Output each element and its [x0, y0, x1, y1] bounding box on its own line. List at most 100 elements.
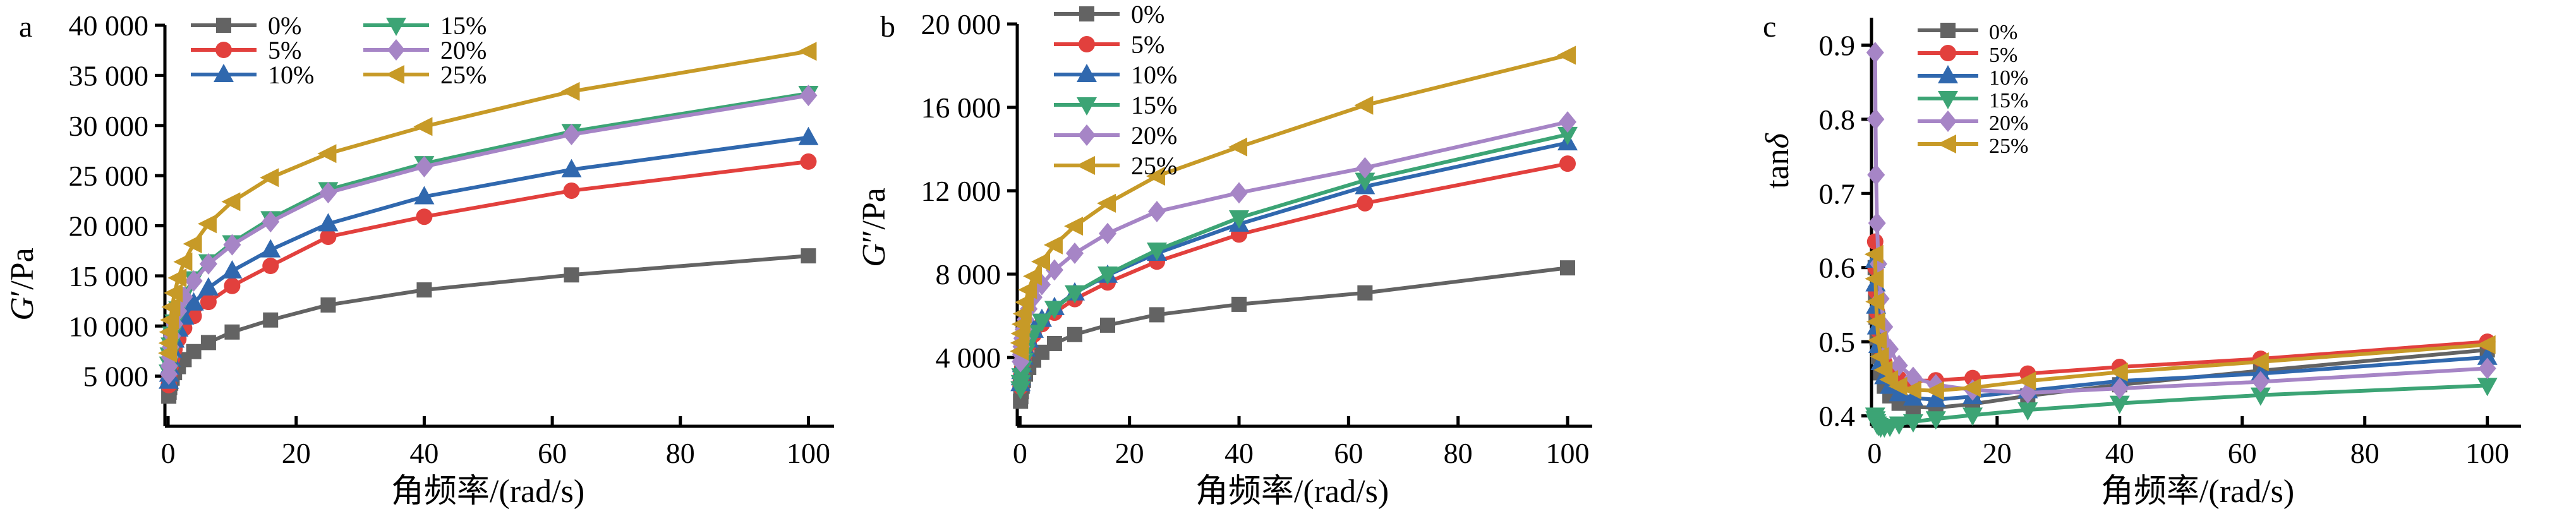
series-a-25%: [158, 42, 817, 363]
x-tick-label: 100: [1546, 437, 1590, 469]
marker-triangle-left: [413, 117, 433, 136]
marker-diamond: [199, 253, 217, 275]
marker-triangle-left: [2249, 352, 2269, 371]
marker-triangle-down: [2109, 395, 2130, 414]
legend-item-c-15%: 15%: [1918, 89, 2028, 112]
y-tick-label: 20 000: [69, 210, 149, 243]
legend-item-a-20%: 20%: [363, 36, 487, 64]
legend-item-c-20%: 20%: [1918, 111, 2028, 135]
legend-label: 25%: [1131, 152, 1177, 180]
marker-triangle-left: [1864, 244, 1884, 264]
marker-triangle-left: [1888, 376, 1908, 396]
legend-label: 25%: [1989, 135, 2028, 158]
legend-label: 20%: [440, 36, 487, 64]
marker-circle: [224, 277, 241, 294]
legend-label: 5%: [268, 36, 301, 64]
marker-triangle-down: [1962, 407, 1983, 426]
x-tick-label: 60: [2228, 437, 2257, 469]
marker-square: [1149, 307, 1164, 323]
marker-triangle-up: [798, 126, 819, 145]
legend-b: 0%5%10%15%20%25%: [1054, 0, 1177, 180]
marker-square: [1231, 296, 1247, 312]
marker-triangle-left: [1031, 252, 1050, 272]
legend-label: 10%: [1989, 66, 2028, 90]
x-tick-label: 60: [538, 437, 567, 469]
x-tick-label: 40: [409, 437, 438, 469]
marker-triangle-left: [1018, 280, 1037, 299]
y-tick-label: 25 000: [69, 160, 149, 192]
marker-triangle-up: [1938, 65, 1958, 83]
marker-square: [1100, 317, 1115, 333]
marker-square: [320, 297, 336, 313]
marker-triangle-left: [1012, 304, 1032, 323]
marker-circle: [1940, 45, 1956, 61]
legend-item-a-0%: 0%: [191, 11, 301, 40]
y-tick-label: 0.7: [1819, 177, 1856, 210]
marker-square: [263, 312, 279, 328]
marker-triangle-left: [1870, 347, 1889, 366]
marker-diamond: [319, 182, 337, 204]
legend-label: 15%: [440, 11, 487, 40]
marker-triangle-up: [2477, 346, 2498, 365]
panel-letter-b: b: [880, 10, 895, 44]
marker-triangle-up: [1925, 388, 1946, 407]
marker-diamond: [1866, 108, 1885, 130]
marker-diamond: [387, 39, 405, 61]
marker-square: [416, 282, 432, 298]
marker-triangle-up: [222, 260, 243, 278]
y-tick-label: 10 000: [69, 310, 149, 342]
marker-triangle-down: [1032, 313, 1052, 332]
legend-label: 20%: [1989, 112, 2028, 135]
legend-label: 5%: [1131, 30, 1164, 59]
marker-triangle-down: [386, 18, 406, 36]
legend-item-c-10%: 10%: [1918, 65, 2028, 90]
marker-diamond: [1890, 354, 1908, 376]
y-tick-label: 0.6: [1819, 252, 1856, 284]
x-tick-label: 0: [161, 437, 176, 469]
marker-diamond: [1066, 243, 1084, 265]
x-tick-label: 60: [1334, 437, 1363, 469]
y-tick-label: 8 000: [936, 258, 1001, 290]
y-tick-label: 20 000: [921, 8, 1001, 40]
marker-triangle-up: [1902, 387, 1923, 406]
tick-labels-c: 0 20 40 60 80 100 0.4 0.5 0.6 0.7 0.8 0.9: [1819, 29, 2510, 469]
marker-circle: [320, 228, 337, 245]
marker-diamond: [1868, 212, 1886, 234]
marker-triangle-down: [1355, 172, 1376, 191]
marker-triangle-left: [1023, 266, 1042, 286]
panel-letter-c: c: [1763, 10, 1776, 44]
marker-diamond: [2478, 357, 2496, 380]
marker-circle: [1357, 195, 1374, 212]
marker-triangle-left: [1354, 95, 1374, 115]
legend-item-b-10%: 10%: [1054, 61, 1177, 89]
marker-triangle-up: [214, 64, 234, 82]
x-axis-label-b: 角频率/(rad/s): [1195, 474, 1389, 510]
legend-label: 10%: [268, 61, 314, 89]
marker-square: [564, 267, 579, 283]
marker-square: [216, 18, 231, 33]
legend-item-c-5%: 5%: [1918, 44, 2017, 67]
legend-label: 25%: [440, 61, 487, 89]
marker-triangle-left: [164, 283, 183, 302]
marker-triangle-down: [1229, 210, 1249, 229]
marker-triangle-down: [1077, 97, 1097, 116]
x-tick-label: 100: [787, 437, 830, 469]
legend-item-a-10%: 10%: [191, 61, 314, 89]
legend-item-c-0%: 0%: [1918, 21, 2017, 44]
series-a-5%: [160, 153, 817, 393]
marker-triangle-down: [1938, 91, 1958, 109]
marker-circle: [1559, 155, 1576, 172]
x-axis-label-a: 角频率/(rad/s): [391, 474, 584, 510]
legend-label: 20%: [1131, 121, 1177, 150]
x-tick-label: 80: [666, 437, 695, 469]
series-c-15%: [1865, 378, 2498, 438]
series-b-10%: [1010, 132, 1578, 392]
marker-triangle-down: [2250, 387, 2271, 406]
marker-square: [186, 344, 202, 359]
marker-triangle-left: [1873, 360, 1893, 380]
marker-diamond: [415, 155, 433, 177]
marker-triangle-left: [159, 322, 178, 342]
x-tick-label: 20: [1115, 437, 1144, 469]
